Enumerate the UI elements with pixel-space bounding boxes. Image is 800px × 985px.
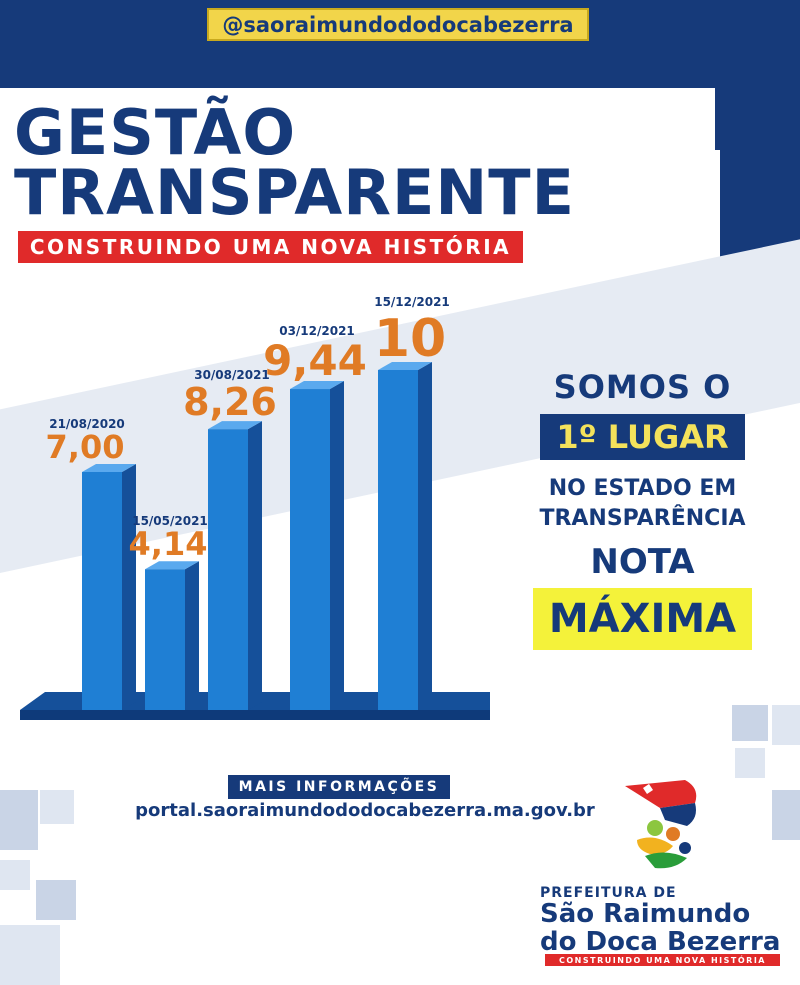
more-info-label: MAIS INFORMAÇÕES — [228, 775, 450, 799]
city-name-line-2: do Doca Bezerra — [540, 927, 781, 957]
deco-square — [732, 705, 768, 741]
bar-value-label: 8,26 — [183, 380, 277, 424]
prefeitura-label: PREFEITURA DE — [540, 885, 677, 901]
bar — [82, 472, 122, 710]
ranking-block: SOMOS O 1º LUGAR NO ESTADO EM TRANSPARÊN… — [500, 368, 785, 650]
deco-square — [0, 925, 60, 985]
step-band — [700, 90, 800, 150]
deco-square — [0, 790, 38, 850]
page-title: GESTÃO TRANSPARENTE — [14, 96, 575, 229]
bar — [378, 370, 418, 710]
bar-date-label: 15/05/2021 — [132, 514, 208, 528]
logo-slogan: CONSTRUINDO UMA NOVA HISTÓRIA — [545, 954, 780, 966]
bar — [290, 389, 330, 710]
estado-text: NO ESTADO EM TRANSPARÊNCIA — [500, 474, 785, 534]
bar-top — [378, 362, 432, 370]
bar-date-label: 15/12/2021 — [374, 295, 450, 309]
bar-side — [248, 421, 262, 710]
maxima-badge: MÁXIMA — [532, 588, 753, 650]
estado-line-1: NO ESTADO EM — [548, 476, 737, 501]
title-panel — [0, 88, 715, 300]
bar-top — [145, 561, 199, 570]
bar-value-label: 10 — [374, 309, 446, 369]
deco-square — [0, 860, 30, 890]
bar — [145, 569, 185, 710]
bar-value-label: 4,14 — [129, 525, 208, 563]
bar-top — [82, 464, 136, 472]
subtitle-bar: CONSTRUINDO UMA NOVA HISTÓRIA — [18, 231, 523, 263]
bar-side — [185, 561, 199, 710]
nota-text: NOTA — [590, 542, 695, 582]
deco-square — [735, 748, 765, 778]
city-name-line-1: São Raimundo — [540, 899, 751, 929]
chart-base-front — [20, 710, 490, 720]
social-handle: @saoraimundododocabezerra — [207, 8, 589, 41]
bar-date-label: 30/08/2021 — [194, 368, 270, 382]
bar-side — [122, 464, 136, 710]
portal-link[interactable]: portal.saoraimundododocabezerra.ma.gov.b… — [135, 800, 595, 821]
deco-square — [40, 790, 74, 824]
bar-date-label: 03/12/2021 — [279, 324, 355, 338]
deco-square — [36, 880, 76, 920]
bar-date-label: 21/08/2020 — [49, 417, 125, 431]
somos-text: SOMOS O — [553, 368, 732, 406]
bar-side — [330, 381, 344, 710]
deco-square — [772, 790, 800, 840]
bar-top — [208, 421, 262, 430]
bar-value-label: 9,44 — [263, 336, 367, 385]
estado-line-2: TRANSPARÊNCIA — [539, 506, 746, 531]
bar-value-label: 7,00 — [46, 428, 125, 466]
city-name: São Raimundo do Doca Bezerra — [540, 900, 780, 956]
city-logo-icon — [625, 780, 697, 869]
bar — [208, 429, 248, 710]
first-place-badge: 1º LUGAR — [540, 414, 745, 460]
deco-square — [772, 705, 800, 745]
bar-side — [418, 362, 432, 710]
title-line-1: GESTÃO — [14, 96, 297, 169]
title-line-2: TRANSPARENTE — [14, 156, 575, 229]
bar-top — [290, 381, 344, 390]
